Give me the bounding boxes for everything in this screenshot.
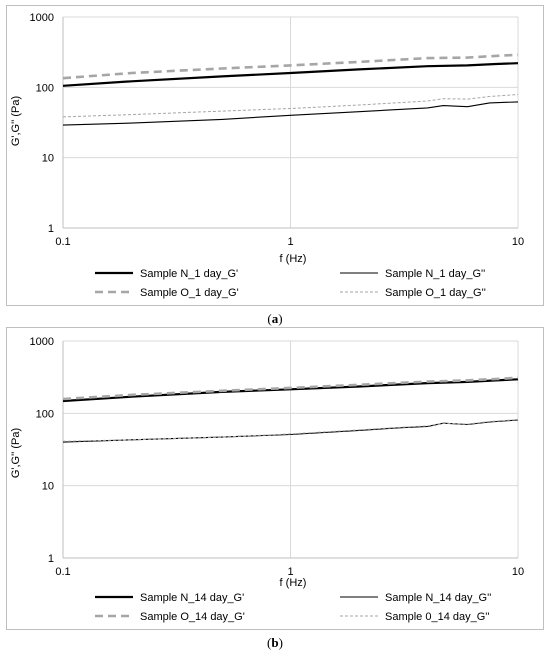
grid-a — [62, 16, 519, 229]
legend-label-b-2: Sample N_14 day_G'' — [385, 592, 491, 604]
chart-frame-a — [6, 5, 544, 306]
y-axis-title-b: G',G'' (Pa) — [10, 428, 22, 478]
series-line-b-3 — [62, 376, 519, 401]
y-tick-label-b: 10 — [42, 481, 54, 493]
panel-letter-b: b — [271, 635, 279, 650]
series-a — [62, 53, 519, 126]
panel-label-a: (a) — [267, 311, 283, 326]
y-tick-label-a: 100 — [36, 82, 54, 94]
x-axis-title-a: f (Hz) — [280, 253, 307, 265]
x-tick-label-a: 0.1 — [55, 236, 70, 248]
y-tick-label-a: 10 — [42, 153, 54, 165]
legend-a: Sample N_1 day_G' Sample N_1 day_G'' Sampl… — [95, 268, 486, 299]
y-tick-label-b: 100 — [36, 408, 54, 420]
series-line-a-2 — [62, 101, 519, 126]
y-axis-title-a: G',G'' (Pa) — [10, 96, 22, 146]
panel-letter-a: a — [271, 311, 279, 326]
x-tick-label-b: 1 — [287, 566, 293, 578]
legend-label-a-4: Sample O_1 day_G'' — [385, 287, 486, 299]
x-tick-label-a: 10 — [512, 236, 524, 248]
series-line-a-3 — [62, 53, 519, 80]
series-line-a-4 — [62, 94, 519, 118]
panel-label-b: (b) — [267, 635, 283, 650]
legend-label-a-1: Sample N_1 day_G' — [140, 268, 238, 280]
series-line-b-4 — [62, 419, 519, 442]
series-line-a-1 — [62, 62, 519, 87]
legend-label-b-3: Sample O_14 day_G' — [140, 611, 245, 623]
series-b — [62, 376, 519, 443]
y-ticks-a: 1 10 100 1000 — [30, 12, 54, 235]
legend-label-a-2: Sample N_1 day_G'' — [385, 268, 485, 280]
y-ticks-b: 1 10 100 1000 — [30, 336, 54, 565]
x-ticks-b: 0.1 1 10 — [55, 566, 524, 578]
x-axis-title-b: f (Hz) — [280, 577, 307, 589]
chart-frame-b — [6, 327, 544, 630]
chart-panel-b: 1 10 100 1000 0.1 1 10 G',G'' (Pa) f (Hz) Sam… — [0, 322, 550, 653]
x-ticks-a: 0.1 1 10 — [55, 236, 524, 248]
legend-label-a-3: Sample O_1 day_G' — [140, 287, 239, 299]
y-tick-label-b: 1 — [48, 553, 54, 565]
y-tick-label-b: 1000 — [30, 336, 54, 348]
x-tick-label-a: 1 — [287, 236, 293, 248]
legend-b: Sample N_14 day_G' Sample N_14 day_G'' Sam… — [95, 592, 491, 623]
legend-label-b-4: Sample 0_14 day_G'' — [385, 611, 490, 623]
grid-b — [62, 340, 519, 559]
legend-label-b-1: Sample N_14 day_G' — [140, 592, 244, 604]
series-line-b-1 — [62, 378, 519, 403]
x-tick-label-b: 0.1 — [55, 566, 70, 578]
y-tick-label-a: 1000 — [30, 12, 54, 24]
chart-panel-a: 1 10 100 1000 0.1 1 10 G',G'' (Pa) f (Hz) Sam… — [6, 5, 544, 326]
y-tick-label-a: 1 — [48, 223, 54, 235]
x-tick-label-b: 10 — [512, 566, 524, 578]
